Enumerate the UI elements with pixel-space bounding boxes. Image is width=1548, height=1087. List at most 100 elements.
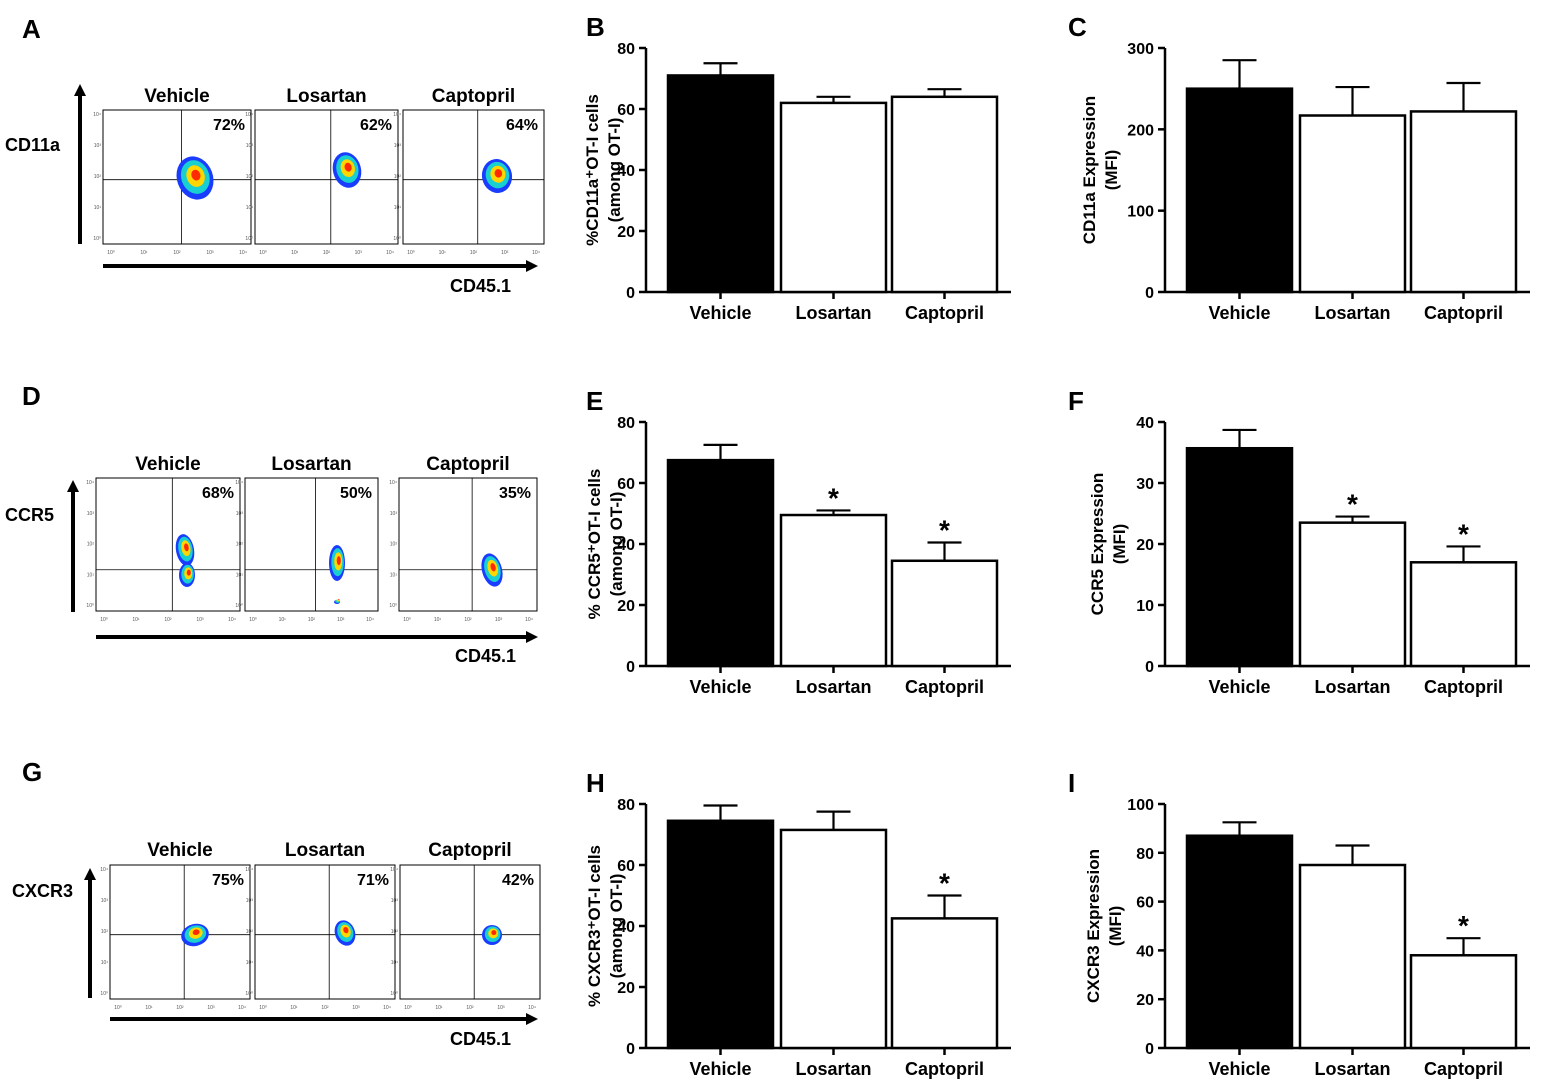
y-tick-label: 10³ (94, 143, 102, 149)
quadrant-percentage: 42% (502, 872, 534, 889)
x-category-label: Captopril (1424, 303, 1503, 323)
x-tick-label: 10⁰ (249, 617, 257, 623)
plot-frame (95, 477, 241, 612)
x-tick-label: 10⁰ (407, 250, 415, 256)
x-tick-label: 10⁰ (404, 1005, 412, 1011)
bar-captopril (890, 559, 999, 668)
cell-population-0-density-level-3 (184, 543, 189, 552)
y-axis-label: % CCR5⁺OT-I cells (among OT-I) (585, 469, 626, 620)
y-tick-label: 20 (1136, 537, 1154, 554)
y-tick-label: 10¹ (94, 205, 102, 211)
panel-letter: A (22, 14, 41, 44)
bar-losartan (779, 513, 888, 668)
y-tick-label: 10⁴ (390, 867, 398, 873)
y-tick-label: 80 (1136, 846, 1154, 863)
cell-population-0-density-level-3 (192, 929, 200, 936)
x-marker-label: CD45.1 (450, 1029, 511, 1049)
flow-plot-losartan: Losartan 71% 10⁰ 10⁰ 10¹ 10¹ 10² 10² 10³ 10³ 10⁴ 10… (245, 840, 396, 1011)
y-tick-label: 10⁴ (245, 867, 253, 873)
y-axis-label: CD11a Expression (MFI) (1080, 96, 1121, 244)
quadrant-percentage: 35% (499, 485, 531, 502)
significance-marker: * (1458, 910, 1469, 941)
x-tick-label: 10² (466, 1005, 474, 1011)
panel-letter: F (1068, 386, 1084, 416)
y-tick-label: 10¹ (246, 205, 254, 211)
plot-frame (402, 109, 545, 245)
quadrant-percentage: 75% (212, 872, 244, 889)
y-tick-label: 10⁰ (389, 603, 397, 609)
flow-panel-g: G CXCR3 CD45.1 Vehicle 75% 10⁰ 10⁰ 10¹ 10¹ 10² 10²… (12, 757, 541, 1049)
x-tick-label: 10⁰ (100, 617, 108, 623)
y-tick-label: 10⁰ (86, 603, 94, 609)
panel-letter: B (586, 12, 605, 42)
y-tick-label: 10² (246, 174, 254, 180)
x-marker-label: CD45.1 (455, 646, 516, 666)
y-tick-label: 100 (1127, 204, 1154, 221)
x-category-label: Vehicle (689, 677, 751, 697)
x-tick-label: 10⁴ (528, 1005, 536, 1011)
y-tick-label: 30 (1136, 476, 1154, 493)
panel-letter: E (586, 386, 603, 416)
bar-chart-f: F CCR5 Expression (MFI) 0 10 20 30 40 Vehicle Los… (1068, 386, 1530, 697)
x-category-label: Losartan (1314, 1059, 1390, 1079)
y-axis-label-line-2: (MFI) (1110, 524, 1129, 565)
y-tick-label: 60 (617, 476, 635, 493)
y-axis-label: % CXCR3⁺OT-I cells (among OT-I) (585, 845, 626, 1007)
x-tick-label: 10³ (355, 250, 363, 256)
y-axis-label-line-1: % CXCR3⁺OT-I cells (585, 845, 604, 1007)
x-category-label: Losartan (1314, 677, 1390, 697)
y-tick-label: 10¹ (236, 572, 244, 578)
bar-captopril (890, 917, 999, 1050)
y-tick-label: 20 (617, 224, 635, 241)
panel-letter: H (586, 768, 605, 798)
x-tick-label: 10² (173, 250, 181, 256)
x-tick-label: 10² (308, 617, 316, 623)
y-tick-label: 20 (1136, 992, 1154, 1009)
significance-marker: * (939, 514, 950, 545)
y-axis-label: CCR5 Expression (MFI) (1088, 473, 1129, 616)
x-category-label: Vehicle (1208, 1059, 1270, 1079)
bar-chart-c: C CD11a Expression (MFI) 0 100 200 300 Vehicle L… (1068, 12, 1530, 323)
x-tick-label: 10⁴ (238, 1005, 246, 1011)
y-tick-label: 60 (617, 858, 635, 875)
plot-frame (254, 109, 399, 245)
x-tick-label: 10² (321, 1005, 329, 1011)
significance-marker: * (1458, 518, 1469, 549)
x-tick-label: 10¹ (290, 1005, 298, 1011)
x-category-label: Losartan (795, 1059, 871, 1079)
y-axis-label-line-1: % CCR5⁺OT-I cells (585, 469, 604, 620)
sample-name: Captopril (428, 840, 511, 861)
flow-plot-captopril: Captopril 42% 10⁰ 10⁰ 10¹ 10¹ 10² 10² 10³ 10³ 10⁴ 1… (390, 840, 541, 1011)
x-tick-label: 10¹ (434, 617, 442, 623)
flow-plot-captopril: Captopril 64% 10⁰ 10⁰ 10¹ 10¹ 10² 10² 10³ 10³ 10⁴ 1… (393, 86, 545, 256)
y-tick-label: 10¹ (246, 960, 254, 966)
y-tick-label: 60 (1136, 895, 1154, 912)
bar-vehicle (1185, 834, 1294, 1050)
x-category-label: Captopril (1424, 677, 1503, 697)
y-tick-label: 40 (617, 919, 635, 936)
y-tick-label: 60 (617, 102, 635, 119)
cell-population-0-density-level-3 (336, 556, 341, 566)
plot-frame (254, 864, 396, 1000)
bar-losartan (1298, 521, 1407, 668)
x-category-label: Captopril (905, 1059, 984, 1079)
x-tick-label: 10⁰ (114, 1005, 122, 1011)
x-category-label: Losartan (1314, 303, 1390, 323)
y-tick-label: 10⁴ (100, 867, 108, 873)
bar-captopril (1409, 561, 1518, 668)
sample-name: Captopril (432, 86, 515, 107)
y-tick-label: 10² (390, 542, 398, 548)
x-tick-label: 10³ (196, 617, 204, 623)
y-tick-label: 10³ (101, 898, 109, 904)
x-tick-label: 10⁴ (532, 250, 540, 256)
x-tick-label: 10¹ (132, 617, 140, 623)
y-tick-label: 10⁰ (393, 236, 401, 242)
y-tick-label: 80 (617, 415, 635, 432)
y-tick-label: 80 (617, 797, 635, 814)
x-tick-label: 10¹ (439, 250, 447, 256)
y-tick-label: 10² (246, 929, 254, 935)
x-category-label: Captopril (905, 303, 984, 323)
x-category-label: Captopril (905, 677, 984, 697)
